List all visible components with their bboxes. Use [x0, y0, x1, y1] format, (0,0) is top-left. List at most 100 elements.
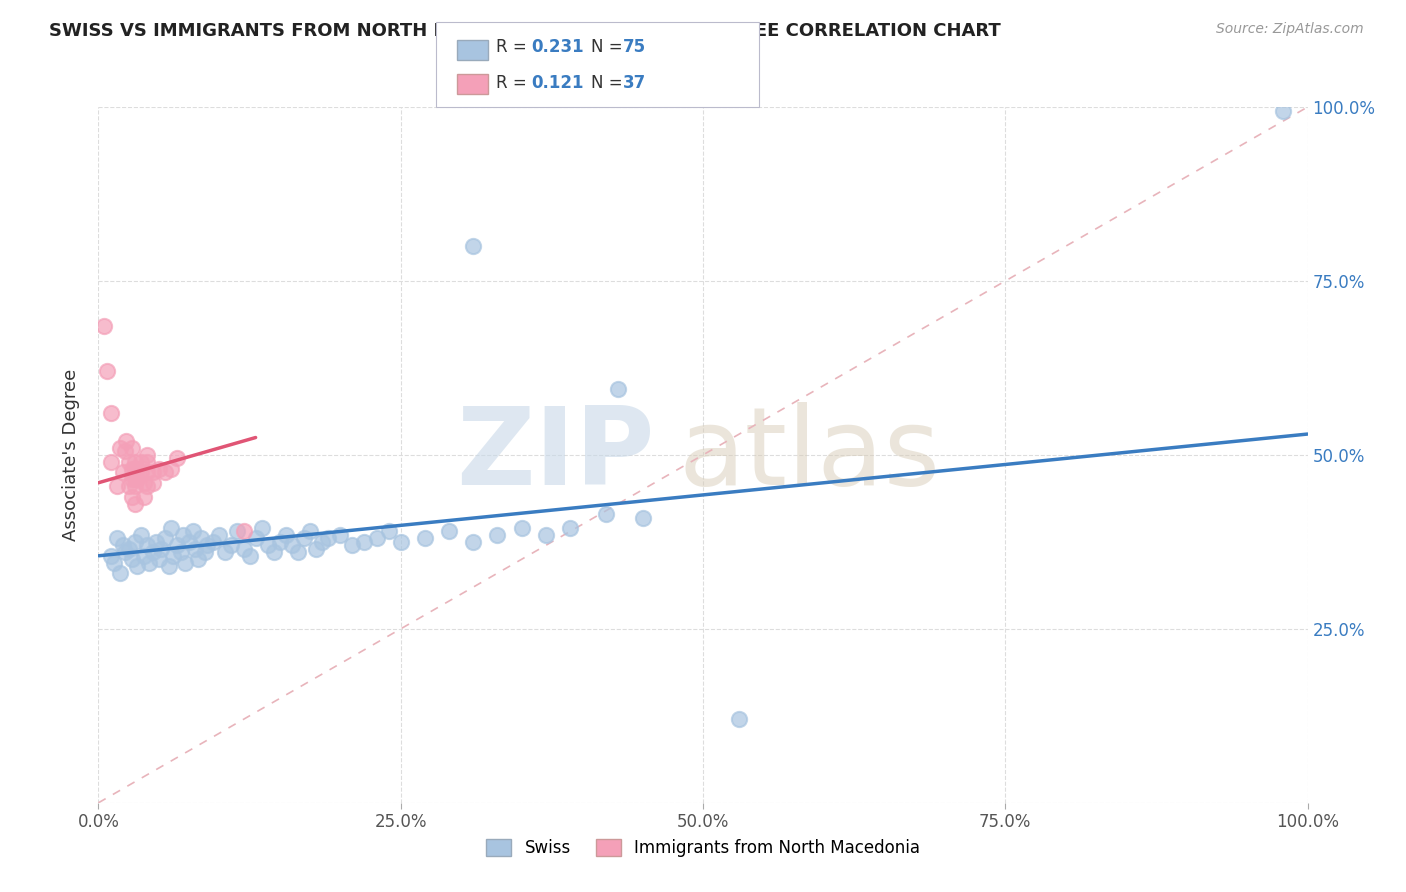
Point — [595, 507, 617, 521]
Point — [124, 455, 146, 469]
Point — [124, 534, 146, 549]
Point — [256, 538, 278, 552]
Point — [160, 462, 183, 476]
Point — [534, 528, 557, 542]
Point — [111, 538, 134, 552]
Point — [305, 541, 328, 556]
Point — [169, 545, 191, 559]
Point — [160, 521, 183, 535]
Point — [413, 532, 436, 546]
Point — [135, 448, 157, 462]
Point — [148, 462, 170, 476]
Point — [121, 472, 143, 486]
Point — [121, 441, 143, 455]
Point — [208, 528, 231, 542]
Point — [195, 538, 218, 552]
Point — [311, 534, 333, 549]
Point — [121, 462, 143, 476]
Point — [129, 466, 152, 480]
Point — [179, 534, 201, 549]
Point — [127, 462, 149, 476]
Text: R =: R = — [496, 74, 533, 92]
Point — [269, 534, 291, 549]
Point — [96, 364, 118, 378]
Point — [221, 538, 243, 552]
Point — [100, 549, 122, 563]
Point — [510, 521, 533, 535]
Point — [111, 466, 134, 480]
Text: 0.121: 0.121 — [531, 74, 583, 92]
Point — [172, 528, 194, 542]
Point — [129, 528, 152, 542]
Point — [150, 541, 173, 556]
Point — [114, 444, 136, 458]
Point — [226, 524, 249, 539]
Point — [127, 472, 149, 486]
Point — [287, 545, 309, 559]
Point — [135, 479, 157, 493]
Point — [329, 528, 352, 542]
Text: N =: N = — [591, 74, 627, 92]
Point — [558, 521, 581, 535]
Point — [124, 479, 146, 493]
Text: 37: 37 — [623, 74, 647, 92]
Text: Source: ZipAtlas.com: Source: ZipAtlas.com — [1216, 22, 1364, 37]
Point — [142, 466, 165, 480]
Point — [162, 549, 184, 563]
Point — [389, 534, 412, 549]
Point — [194, 545, 217, 559]
Point — [239, 549, 262, 563]
Point — [148, 552, 170, 566]
Y-axis label: Associate's Degree: Associate's Degree — [62, 368, 80, 541]
Point — [190, 532, 212, 546]
Point — [1272, 103, 1295, 118]
Point — [93, 319, 115, 334]
Point — [134, 490, 156, 504]
Point — [134, 475, 156, 490]
Point — [108, 566, 131, 581]
Point — [631, 510, 654, 524]
Point — [121, 552, 143, 566]
Point — [145, 534, 167, 549]
Point — [174, 556, 197, 570]
Point — [292, 532, 315, 546]
Point — [353, 534, 375, 549]
Point — [124, 472, 146, 486]
Point — [108, 441, 131, 455]
Point — [157, 559, 180, 574]
Point — [263, 545, 285, 559]
Point — [281, 538, 304, 552]
Point — [135, 538, 157, 552]
Text: N =: N = — [591, 38, 627, 56]
Point — [138, 556, 160, 570]
Point — [124, 497, 146, 511]
Point — [299, 524, 322, 539]
Point — [366, 532, 388, 546]
Point — [114, 545, 136, 559]
Point — [135, 455, 157, 469]
Point — [607, 382, 630, 396]
Text: ZIP: ZIP — [456, 402, 655, 508]
Point — [187, 552, 209, 566]
Point — [245, 532, 267, 546]
Point — [142, 545, 165, 559]
Point — [214, 545, 236, 559]
Point — [118, 479, 141, 493]
Legend: Swiss, Immigrants from North Macedonia: Swiss, Immigrants from North Macedonia — [479, 832, 927, 864]
Point — [274, 528, 297, 542]
Text: atlas: atlas — [679, 402, 941, 508]
Point — [121, 490, 143, 504]
Point — [129, 455, 152, 469]
Point — [377, 524, 399, 539]
Point — [463, 239, 485, 253]
Point — [115, 434, 138, 448]
Point — [232, 524, 254, 539]
Point — [232, 541, 254, 556]
Point — [342, 538, 364, 552]
Text: 0.231: 0.231 — [531, 38, 583, 56]
Point — [202, 534, 225, 549]
Point — [103, 556, 125, 570]
Point — [100, 406, 122, 420]
Text: SWISS VS IMMIGRANTS FROM NORTH MACEDONIA ASSOCIATE'S DEGREE CORRELATION CHART: SWISS VS IMMIGRANTS FROM NORTH MACEDONIA… — [49, 22, 1001, 40]
Point — [250, 521, 273, 535]
